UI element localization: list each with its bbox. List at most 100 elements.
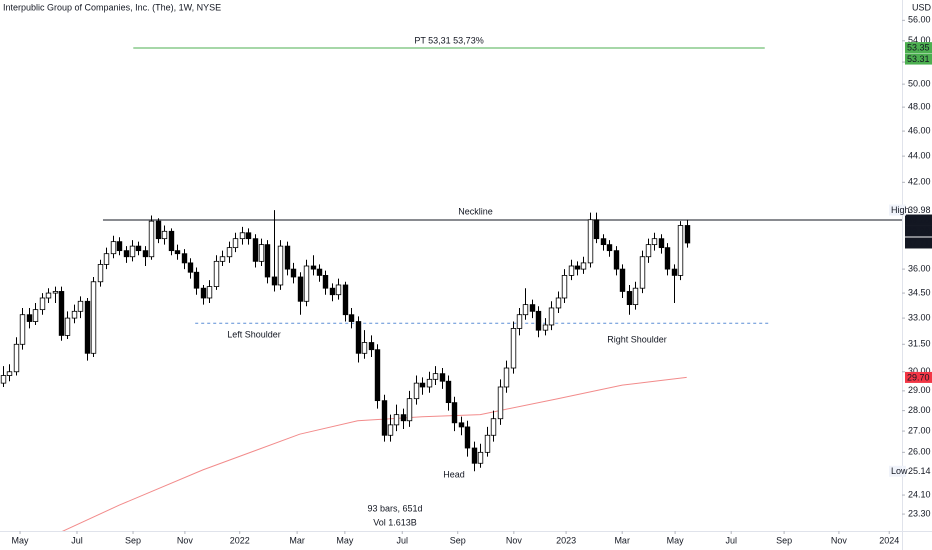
x-tick-label: Mar [614, 535, 630, 545]
candle-body [477, 451, 484, 464]
x-tick-label: Jul [71, 535, 83, 545]
candle-body [510, 328, 517, 369]
price-label: 39.28 [907, 215, 930, 225]
candle-body [342, 284, 349, 316]
candle-body [271, 276, 278, 286]
candle-body [277, 245, 284, 286]
candle-body [52, 291, 59, 294]
candle-body [303, 265, 310, 302]
candle-body [116, 241, 123, 252]
candle-body [206, 286, 213, 299]
candle-body [329, 287, 336, 296]
candle-body [193, 271, 200, 289]
candle-body [0, 375, 7, 384]
candle-body [580, 262, 587, 270]
plot: Neckline PT 53,31 53,73% Left Shoulder Head… [0, 35, 902, 531]
y-tick-label: 36.00 [908, 263, 931, 273]
x-tick-label: Nov [506, 535, 523, 545]
y-tick-label: 29.00 [908, 385, 931, 395]
price-label-box [905, 225, 932, 237]
x-tick-label: May [336, 535, 354, 545]
chart-title: Interpublic Group of Companies, Inc. (Th… [3, 2, 221, 12]
candle-body [503, 367, 510, 388]
y-tick-label: 44.00 [908, 150, 931, 160]
candle-body [374, 349, 381, 402]
y-tick-label: 31.50 [908, 339, 931, 349]
candle-body [664, 247, 671, 270]
candle-body [458, 422, 465, 428]
price-label-box [905, 214, 932, 226]
moving-average [61, 376, 687, 531]
candle-body [651, 238, 658, 246]
x-tick-label: Nov [177, 535, 194, 545]
candle-body [213, 260, 220, 287]
candle-body [387, 424, 394, 436]
candle-body [142, 250, 149, 258]
y-tick-label: 48.00 [908, 102, 931, 112]
price-label: 53.31 [907, 54, 930, 64]
candle-body [310, 265, 317, 270]
candle-body [316, 268, 323, 276]
candle-body [58, 291, 65, 336]
candle-body [484, 434, 491, 453]
y-tick-label: 46.00 [908, 125, 931, 135]
price-label: 29.70 [907, 372, 930, 382]
candle-body [368, 342, 375, 351]
candle-body [6, 371, 13, 376]
candle-body [406, 398, 413, 422]
candle-body [658, 238, 665, 249]
x-tick-label: Sep [776, 535, 792, 545]
candle-body [187, 262, 194, 273]
candle-body [497, 386, 504, 420]
candle-body [619, 268, 626, 292]
y-tick-label: 30.00 [908, 366, 931, 376]
target-label: PT 53,31 53,73% [414, 35, 483, 45]
candle-body [381, 400, 388, 436]
candle-body [148, 220, 155, 258]
candle-body [568, 265, 575, 276]
price-label-box [905, 53, 932, 65]
extreme-name: High [891, 205, 910, 215]
candle-body [232, 238, 239, 249]
candle-body [542, 324, 549, 331]
y-tick-label: 27.00 [908, 425, 931, 435]
candle-body [516, 314, 523, 329]
candle-body [439, 373, 446, 382]
candle-body [64, 317, 71, 336]
candle-body [593, 219, 600, 240]
candle-body [90, 281, 97, 354]
neckline-label: Neckline [458, 206, 493, 216]
x-tick-label: May [12, 535, 30, 545]
candle-body [606, 244, 613, 252]
candle-body [19, 314, 26, 345]
x-tick-label: 2024 [879, 535, 899, 545]
price-label: 53.35 [907, 43, 930, 53]
price-label: 37.71 [907, 238, 930, 248]
candle-body [297, 276, 304, 302]
candle-body [161, 230, 168, 240]
candle-body [181, 253, 188, 264]
candle-body [645, 244, 652, 258]
x-tick-label: May [667, 535, 685, 545]
candle-body [419, 382, 426, 388]
candle-body [555, 297, 562, 309]
x-tick-label: Mar [289, 535, 305, 545]
candle-body [471, 447, 478, 464]
price-label-box [905, 237, 932, 249]
extreme-value: 39.98 [908, 205, 931, 215]
x-tick-label: Nov [831, 535, 848, 545]
x-tick-label: Sep [125, 535, 141, 545]
candle-body [574, 265, 581, 270]
price-label-box [905, 371, 932, 383]
candle-body [39, 297, 46, 311]
candle-body [490, 418, 497, 436]
pattern-label: Left Shoulder [227, 329, 281, 339]
extreme-name: Low [891, 466, 908, 476]
candle-body [464, 426, 471, 449]
x-tick-label: 2022 [230, 535, 250, 545]
candle-body [393, 414, 400, 426]
candle-body [258, 244, 265, 262]
